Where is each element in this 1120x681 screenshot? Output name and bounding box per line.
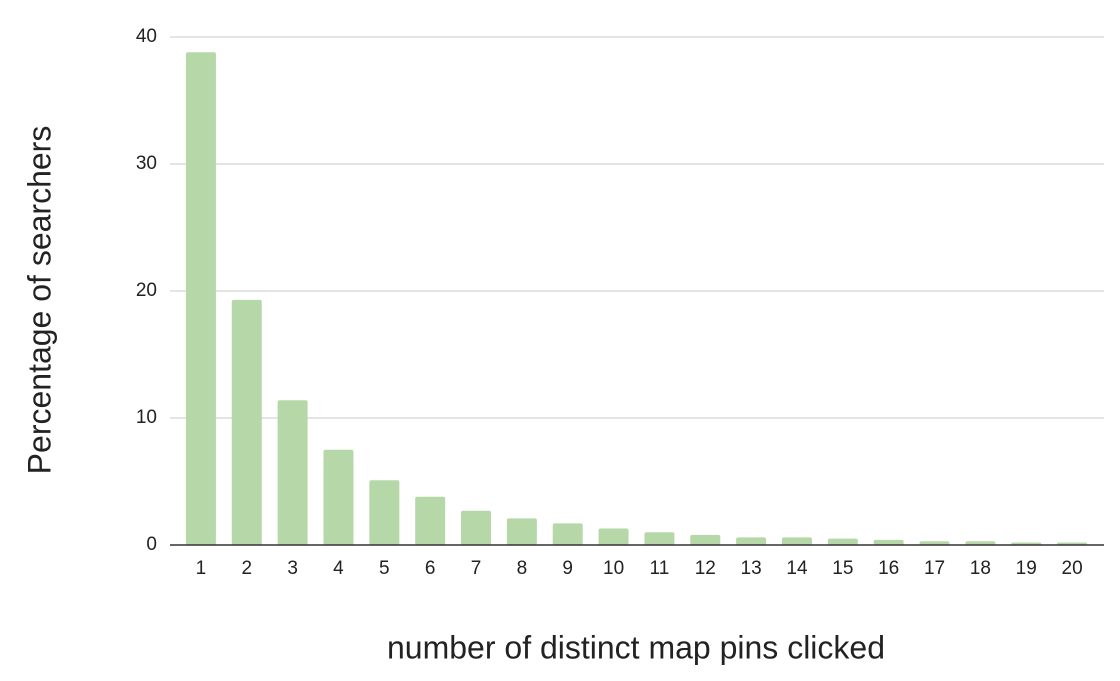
x-tick-label: 14	[786, 558, 808, 579]
bar	[506, 518, 537, 545]
y-tick-label: 30	[136, 153, 157, 174]
x-tick-label: 20	[1062, 558, 1083, 579]
bar	[323, 449, 354, 545]
x-tick-label: 12	[695, 558, 716, 579]
bar	[644, 532, 675, 545]
bar	[690, 534, 721, 545]
x-tick-label: 3	[287, 558, 298, 579]
x-tick-label: 8	[517, 558, 528, 579]
bar	[781, 537, 812, 545]
bar	[873, 539, 904, 545]
x-tick-label: 2	[241, 558, 252, 579]
y-axis-title: Percentage of searchers	[21, 126, 57, 475]
y-tick-label: 40	[136, 26, 157, 47]
x-tick-label: 10	[603, 558, 624, 579]
bar	[552, 523, 583, 545]
bar	[598, 528, 629, 545]
x-tick-label: 17	[924, 558, 945, 579]
bar	[965, 541, 996, 545]
x-tick-label: 6	[425, 558, 436, 579]
x-tick-label: 5	[379, 558, 390, 579]
bar	[369, 480, 400, 545]
x-tick-label: 16	[878, 558, 899, 579]
bar	[736, 537, 767, 545]
x-tick-label: 9	[562, 558, 573, 579]
x-tick-label: 4	[333, 558, 344, 579]
y-tick-label: 10	[136, 407, 157, 428]
x-tick-label: 13	[741, 558, 762, 579]
bar	[415, 496, 446, 545]
bar	[827, 538, 858, 545]
bar	[185, 52, 216, 546]
x-tick-label: 1	[196, 558, 207, 579]
bar	[277, 400, 308, 545]
x-tick-label: 18	[970, 558, 991, 579]
y-tick-label: 0	[146, 534, 157, 555]
x-tick-label: 11	[650, 558, 670, 579]
x-tick-label: 15	[832, 558, 853, 579]
x-tick-label: 7	[471, 558, 482, 579]
y-tick-label: 20	[136, 280, 157, 301]
x-tick-label: 19	[1016, 558, 1037, 579]
x-axis-title: number of distinct map pins clicked	[387, 629, 885, 665]
bar	[231, 299, 262, 545]
bar	[919, 541, 950, 545]
bar	[461, 510, 492, 545]
